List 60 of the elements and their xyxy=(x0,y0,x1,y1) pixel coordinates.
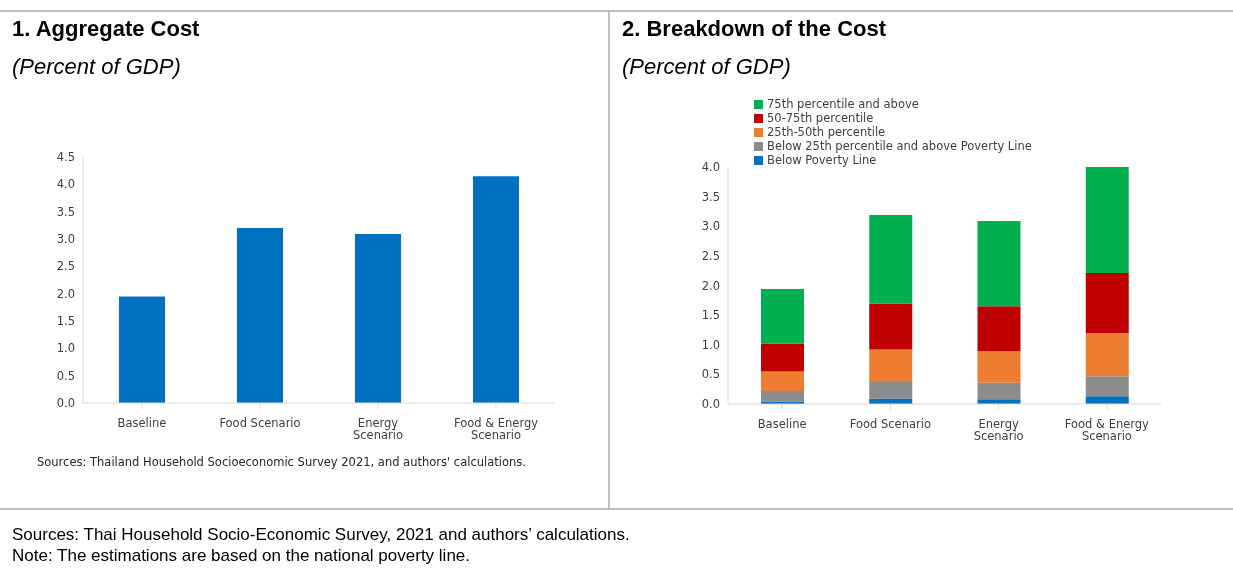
y-tick-label: 3.5 xyxy=(701,189,720,204)
bar xyxy=(1085,332,1129,377)
x-tick-label: Baseline xyxy=(757,417,807,432)
bar xyxy=(761,371,804,391)
y-tick-label: 3.0 xyxy=(56,232,75,247)
bar xyxy=(869,382,913,399)
x-tick-label: Energy Scenario xyxy=(353,416,403,442)
y-tick-label: 3.0 xyxy=(701,219,720,234)
bar xyxy=(1085,273,1129,333)
y-tick-label: 1.0 xyxy=(56,341,75,356)
x-tick-label: Food & Energy Scenario xyxy=(1064,417,1150,443)
bar xyxy=(977,306,1021,352)
bar xyxy=(977,351,1021,383)
x-tick-label: Energy Scenario xyxy=(973,417,1024,443)
chart-subtitle: (Percent of GDP) xyxy=(622,54,791,80)
y-tick-label: 0.5 xyxy=(56,368,75,383)
text: Note: The estimations are based on the national poverty line. xyxy=(12,546,471,566)
y-tick-label: 0.5 xyxy=(701,367,720,382)
y-tick-label: 2.5 xyxy=(701,248,720,263)
bar xyxy=(869,303,913,350)
legend-label: 50-75th percentile xyxy=(767,111,874,125)
y-tick-label: 1.0 xyxy=(701,337,720,352)
y-tick-label: 4.5 xyxy=(56,150,75,165)
bar xyxy=(977,382,1021,400)
x-tick-label: Food Scenario xyxy=(849,417,931,432)
legend-label: Below 25th percentile and above Poverty Line xyxy=(767,139,1032,153)
bar xyxy=(869,214,913,304)
bar xyxy=(1085,396,1129,404)
y-tick-label: 0.0 xyxy=(701,397,720,412)
x-tick-label: Food & Energy Scenario xyxy=(453,416,539,442)
source-note: Sources: Thailand Household Socioeconomic Survey 2021, and authors' calculations. xyxy=(37,455,526,469)
y-tick-label: 2.0 xyxy=(701,278,720,293)
legend-label: 25th-50th percentile xyxy=(767,125,886,139)
bar xyxy=(119,296,165,403)
bar xyxy=(977,220,1021,307)
bar xyxy=(473,176,519,403)
chart-title: 2. Breakdown of the Cost xyxy=(622,16,887,42)
y-tick-label: 4.0 xyxy=(56,177,75,192)
bar xyxy=(761,289,804,344)
y-tick-label: 4.0 xyxy=(701,160,720,175)
y-tick-label: 1.5 xyxy=(701,308,720,323)
bar xyxy=(869,349,913,383)
bar xyxy=(761,390,804,402)
chart-title: 1. Aggregate Cost xyxy=(12,16,200,42)
bar xyxy=(355,234,401,403)
legend-label: Below Poverty Line xyxy=(767,153,877,167)
y-tick-label: 3.5 xyxy=(56,204,75,219)
chart-subtitle: (Percent of GDP) xyxy=(12,54,181,80)
bar xyxy=(1085,376,1129,397)
bar xyxy=(1085,167,1129,274)
legend-label: 75th percentile and above xyxy=(767,97,919,111)
y-tick-label: 2.0 xyxy=(56,286,75,301)
y-tick-label: 2.5 xyxy=(56,259,75,274)
bar xyxy=(237,228,283,403)
source-note: Sources: Thai Household Socio-Economic Survey, 2021 and authors’ calculations. xyxy=(12,525,630,545)
bar xyxy=(761,343,804,372)
y-tick-label: 0.0 xyxy=(56,396,75,411)
x-tick-label: Baseline xyxy=(117,416,167,431)
y-tick-label: 1.5 xyxy=(56,314,75,329)
x-tick-label: Food Scenario xyxy=(219,416,301,431)
